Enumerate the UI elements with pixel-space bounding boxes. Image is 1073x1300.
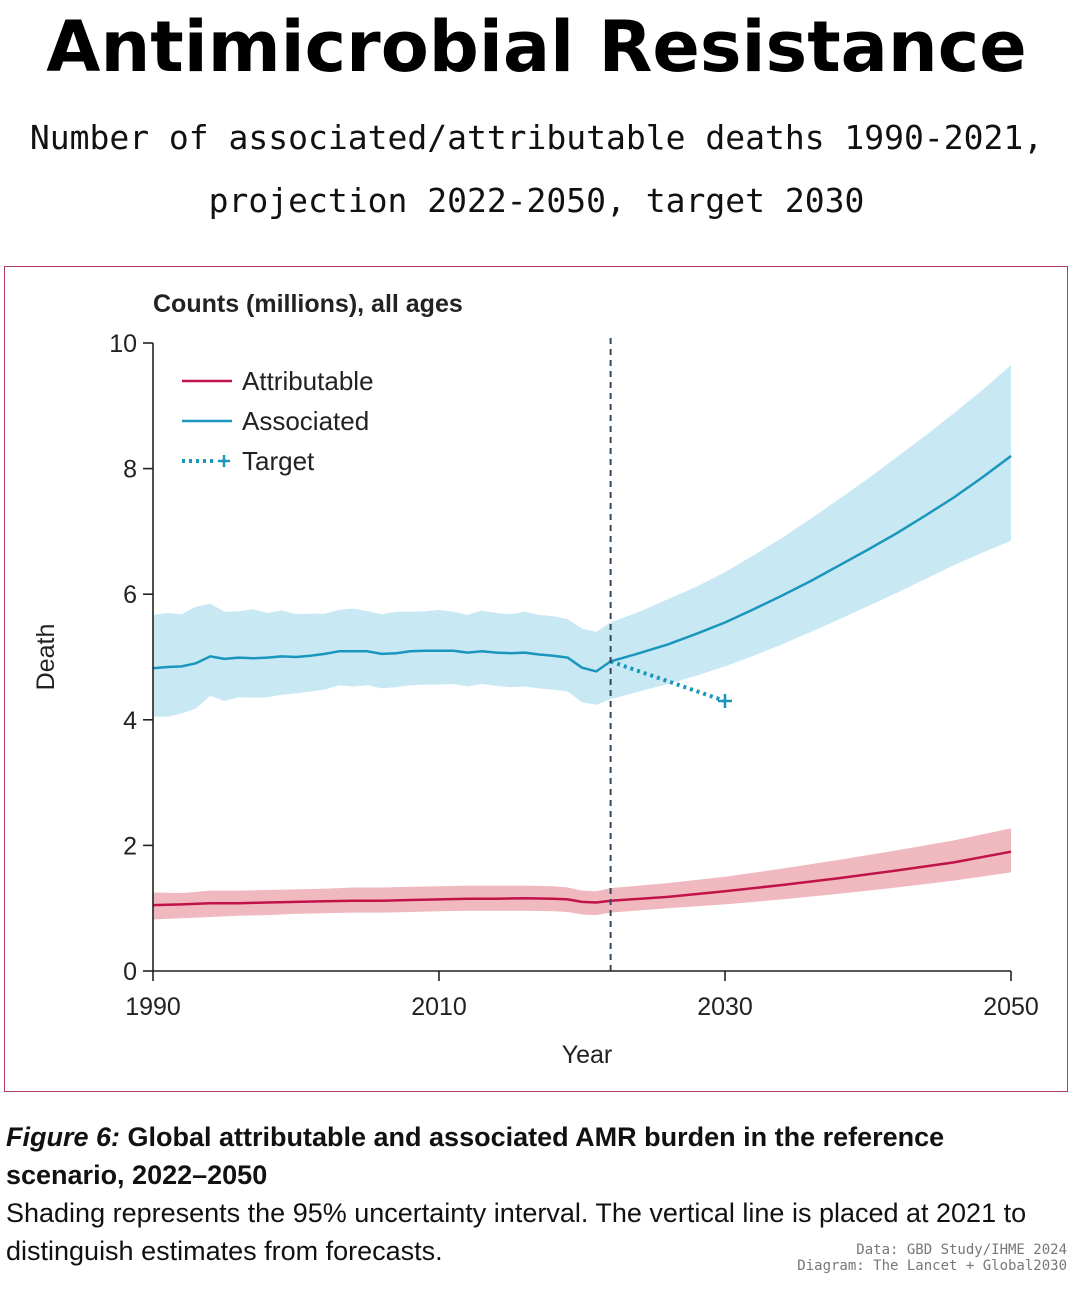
credit-diagram: Diagram: The Lancet + Global2030 (797, 1258, 1067, 1274)
figure-caption: Figure 6: Global attributable and associ… (6, 1118, 1046, 1270)
legend-marker-target (218, 455, 230, 467)
figure-label: Figure 6: (6, 1122, 121, 1152)
page-subtitle-line1: Number of associated/attributable deaths… (29, 118, 1044, 157)
attributable-uncertainty-band (153, 828, 1011, 920)
y-tick-label: 6 (123, 581, 137, 609)
y-tick-label: 0 (123, 958, 137, 986)
chart: 0 2 4 6 8 10 1990 2010 2030 2050 Year Death Counts (… (32, 290, 1039, 1069)
chart-title: Counts (millions), all ages (153, 290, 463, 318)
x-tick-label: 2030 (697, 993, 753, 1021)
y-axis-label: Death (32, 624, 60, 691)
y-tick-label: 10 (109, 330, 137, 358)
figure-description: Shading represents the 95% uncertainty i… (6, 1198, 1027, 1266)
legend-label-attributable: Attributable (242, 366, 374, 396)
x-tick-label: 2010 (411, 993, 467, 1021)
chart-frame (4, 266, 1068, 1092)
x-tick-label: 1990 (125, 993, 181, 1021)
y-tick-label: 4 (123, 707, 137, 735)
page-title: Antimicrobial Resistance (46, 6, 1027, 88)
figure-title: Global attributable and associated AMR b… (6, 1122, 945, 1190)
y-tick-label: 2 (123, 832, 137, 860)
target-marker (718, 693, 732, 708)
attributable-line (152, 850, 1012, 907)
x-tick-label: 2050 (983, 993, 1039, 1021)
page-subtitle-line2: projection 2022-2050, target 2030 (208, 181, 865, 220)
target-line (609, 659, 726, 703)
legend-label-target: Target (242, 446, 315, 476)
y-tick-label: 8 (123, 456, 137, 484)
legend-label-associated: Associated (242, 406, 369, 436)
x-axis-label: Year (562, 1041, 613, 1069)
credit-data: Data: GBD Study/IHME 2024 (856, 1242, 1067, 1258)
associated-uncertainty-band (153, 365, 1011, 717)
associated-line (152, 454, 1012, 673)
credits: Data: GBD Study/IHME 2024 Diagram: The L… (797, 1242, 1067, 1274)
